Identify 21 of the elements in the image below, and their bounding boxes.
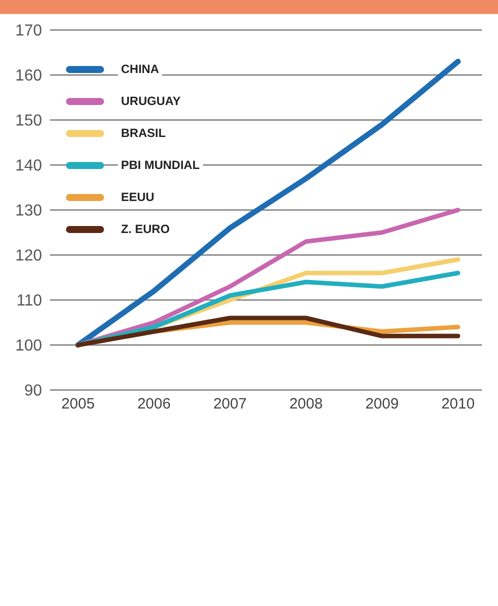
y-tick-label: 160: [15, 68, 42, 85]
y-tick-label: 110: [16, 292, 42, 310]
legend-label: PBI MUNDIAL: [118, 156, 203, 174]
legend-label: URUGUAY: [118, 92, 184, 110]
y-tick-label: 100: [15, 338, 42, 355]
y-tick-label: 150: [15, 112, 42, 130]
y-tick-label: 130: [15, 202, 42, 220]
legend-label: BRASIL: [118, 124, 169, 142]
x-tick-label: 2005: [61, 396, 95, 413]
y-tick-label: 120: [15, 248, 42, 265]
legend-label: CHINA: [118, 60, 162, 78]
legend-label: Z. EURO: [118, 220, 173, 238]
x-tick-label: 2007: [213, 396, 247, 413]
y-tick-label: 90: [24, 382, 42, 400]
y-tick-label: 170: [15, 22, 42, 40]
x-tick-label: 2009: [365, 396, 399, 413]
x-tick-label: 2008: [289, 396, 323, 413]
x-tick-label: 2010: [441, 396, 475, 413]
x-tick-label: 2006: [137, 396, 171, 413]
y-tick-label: 140: [15, 158, 42, 175]
legend-label: EEUU: [118, 188, 158, 206]
